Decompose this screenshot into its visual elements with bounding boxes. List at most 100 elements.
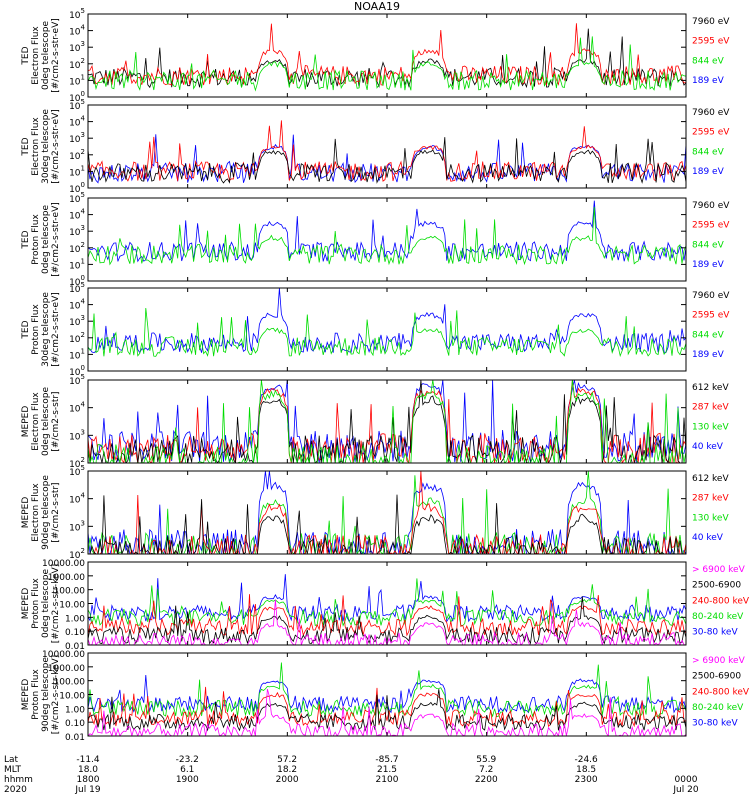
- y-axis-label: TEDProton Flux30deg telescope[#/cm2-s-st…: [21, 292, 61, 367]
- footer-value: 1800: [77, 775, 100, 785]
- y-tick-label: 100.00: [54, 678, 86, 688]
- footer-value: -85.7: [375, 755, 398, 765]
- panel-5-traces: [88, 380, 686, 463]
- y-tick-label: 100: [69, 364, 85, 378]
- legend-entry: 2500-6900: [692, 581, 741, 591]
- y-tick-label: 100: [69, 90, 85, 104]
- footer-value: 21.5: [377, 765, 397, 775]
- y-tick-label: 103: [69, 314, 85, 328]
- legend-entry: 844 eV: [692, 56, 725, 66]
- y-tick-label: 102: [69, 241, 85, 255]
- legend-entry: 2500-6900: [692, 672, 741, 682]
- footer-row-label: hhmm: [4, 775, 33, 785]
- panel-7: 0.01 0.10 1.00 10.00 100.00 1000.00 10000.00ME…: [21, 559, 750, 652]
- y-tick-label: 105: [69, 373, 85, 387]
- y-tick-label: 103: [69, 224, 85, 238]
- footer-value: 1900: [176, 775, 199, 785]
- panel-5: 102 103 104 105 MEPEDElectron Flux0deg teles…: [21, 373, 729, 470]
- footer-value: -23.2: [176, 755, 199, 765]
- y-tick-label: 102: [69, 547, 85, 561]
- legend-entry: 2595 eV: [692, 37, 730, 47]
- y-tick-label: 100: [69, 274, 85, 288]
- legend-entry: > 6900 keV: [692, 565, 746, 575]
- panel-3-traces: [88, 200, 686, 266]
- series-30-80-kev: [88, 674, 686, 714]
- series-2500-6900: [88, 689, 686, 732]
- series-2595-ev: [88, 23, 686, 87]
- legend-entry: 612 keV: [692, 383, 729, 393]
- y-tick-label: 1.00: [65, 705, 85, 715]
- y-tick-label: 105: [69, 191, 85, 205]
- legend-entry: 30-80 keV: [692, 628, 738, 638]
- footer-value: 0000: [675, 775, 698, 785]
- y-tick-label: 102: [69, 148, 85, 162]
- y-tick-label: 105: [69, 7, 85, 21]
- y-tick-label: 104: [69, 298, 85, 312]
- series-130-kev: [88, 380, 686, 463]
- footer-value: 7.2: [479, 765, 493, 775]
- legend-entry: 130 keV: [692, 513, 729, 523]
- legend-entry: 240-800 keV: [692, 596, 750, 606]
- legend-entry: 40 keV: [692, 533, 724, 543]
- panel-2: 100 101 102 103 104 105 TEDElectron Flux30deg …: [21, 98, 730, 195]
- legend-entry: 189 eV: [692, 350, 725, 360]
- series-80-240-kev: [88, 578, 686, 627]
- series-287-kev: [88, 471, 686, 554]
- legend-entry: 844 eV: [692, 147, 725, 157]
- panel-1: 100 101 102 103 104 105 TEDElectron Flux0deg t…: [21, 7, 730, 104]
- y-tick-label: 1000.00: [48, 573, 85, 583]
- footer-value: -24.6: [574, 755, 598, 765]
- footer-value: 18.0: [78, 765, 98, 775]
- panel-3: 100 101 102 103 104 105 TEDProton Flux0deg tel…: [21, 191, 730, 288]
- y-tick-label: 10.00: [59, 601, 85, 611]
- series-240-800-kev: [88, 686, 686, 728]
- legend-entry: > 6900 keV: [692, 656, 746, 666]
- series-2595-ev: [88, 120, 686, 183]
- y-tick-label: 105: [69, 464, 85, 478]
- y-tick-label: 101: [69, 164, 85, 178]
- series-189-ev: [88, 288, 686, 354]
- y-axis-label: MEPEDProton Flux90deg telescope[#/cm2-s-…: [21, 655, 61, 734]
- legend-entry: 80-240 keV: [692, 703, 744, 713]
- y-axis-label: TEDElectron Flux30deg telescope[#/cm2-s-…: [21, 109, 61, 184]
- footer-value: Jul 19: [74, 785, 100, 795]
- series-240-800-kev: [88, 594, 686, 637]
- y-tick-label: 10000.00: [42, 559, 85, 569]
- footer-row-label: 2020: [4, 785, 27, 795]
- series-612-kev: [88, 494, 686, 554]
- y-tick-label: 100.00: [54, 587, 86, 597]
- footer-value: 57.2: [277, 755, 297, 765]
- legend-entry: 2595 eV: [692, 311, 730, 321]
- series-7960-ev: [88, 137, 686, 184]
- footer-value: 2100: [376, 775, 399, 785]
- footer-value: 55.9: [476, 755, 496, 765]
- y-tick-label: 101: [69, 257, 85, 271]
- y-tick-label: 101: [69, 347, 85, 361]
- y-tick-label: 10000.00: [42, 650, 85, 660]
- legend-entry: 612 keV: [692, 474, 729, 484]
- y-axis-label: TEDElectron Flux0deg telescope[#/cm2-s-s…: [21, 18, 61, 93]
- panel-4: 100 101 102 103 104 105 TEDProton Flux30deg te…: [21, 281, 730, 378]
- y-tick-label: 100: [69, 181, 85, 195]
- y-tick-label: 0.01: [65, 642, 85, 652]
- legend-entry: 7960 eV: [692, 201, 730, 211]
- y-tick-label: 103: [69, 131, 85, 145]
- footer-value: 2300: [575, 775, 598, 785]
- series-80-240-kev: [88, 662, 686, 718]
- series-612-kev: [88, 380, 686, 463]
- footer-value: -11.4: [76, 755, 100, 765]
- panel-8: 0.01 0.10 1.00 10.00 100.00 1000.00 10000.00ME…: [21, 650, 750, 743]
- legend-entry: 130 keV: [692, 422, 729, 432]
- y-tick-label: 103: [69, 519, 85, 533]
- legend-entry: 80-240 keV: [692, 612, 744, 622]
- chart-title: NOAA19: [354, 0, 400, 13]
- legend-entry: 2595 eV: [692, 221, 730, 231]
- series-40-kev: [88, 380, 686, 463]
- panel-2-traces: [88, 120, 686, 184]
- legend-entry: 844 eV: [692, 240, 725, 250]
- y-tick-label: 104: [69, 492, 85, 506]
- legend-entry: 240-800 keV: [692, 687, 750, 697]
- y-tick-label: 103: [69, 428, 85, 442]
- legend-entry: 7960 eV: [692, 291, 730, 301]
